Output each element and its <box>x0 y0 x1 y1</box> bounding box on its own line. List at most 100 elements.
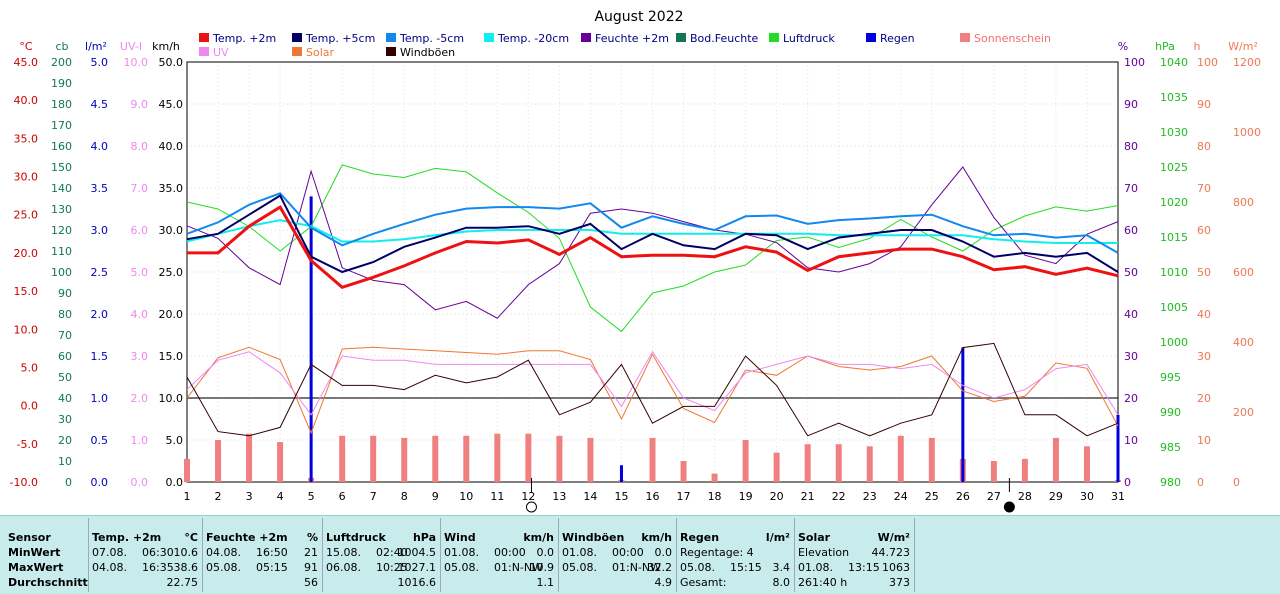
pct-axis-tick: 20 <box>1124 392 1138 405</box>
stats-cell-value: 44.723 <box>871 546 911 559</box>
uvi-axis-tick: 8.0 <box>131 140 149 153</box>
stats-temp-header: Temp. +2m <box>92 531 162 544</box>
cb-axis-tick: 120 <box>51 224 72 237</box>
stats-luftdruck-header-row: Luftdruck hPa <box>326 530 436 545</box>
stats-cell-date: 01.08. <box>798 561 833 574</box>
stats-cell-value: 1027.1 <box>397 561 437 574</box>
temp-axis-tick: 45.0 <box>14 56 39 69</box>
uvi-unit-label: UV-I <box>120 40 142 53</box>
day-tick-label: 17 <box>677 490 691 503</box>
sunshine-bar <box>835 444 842 482</box>
stats-luftdruck-header: Luftdruck <box>326 531 386 544</box>
stats-solar-panel: Solar W/m² Elevation 44.723 01.08. 13:15 1063 2… <box>794 518 915 592</box>
legend-label: UV <box>213 46 229 59</box>
stats-cell-value: 1004.5 <box>397 546 437 559</box>
day-tick-label: 11 <box>490 490 504 503</box>
pct-axis-tick: 60 <box>1124 224 1138 237</box>
hpa-axis-tick: 1035 <box>1160 91 1188 104</box>
stats-cell-value: 8.0 <box>772 576 791 589</box>
rain-bar <box>1116 414 1120 482</box>
legend-label: Temp. -5cm <box>399 32 464 45</box>
stats-temp-unit: °C <box>184 531 198 544</box>
stats-wind-row: 1.1 <box>444 575 555 590</box>
temp-axis-tick: 0.0 <box>21 400 39 413</box>
stats-cell-value: 32.2 <box>647 561 673 574</box>
stats-feuchte-header: Feuchte +2m <box>206 531 288 544</box>
temp-axis-tick: 15.0 <box>14 285 39 298</box>
day-tick-label: 5 <box>308 490 315 503</box>
cb-unit-label: cb <box>55 40 68 53</box>
rain-bar <box>961 347 965 482</box>
stats-regen-panel: Regen l/m² Regentage: 4 05.08. 15:15 3.4 Gesam… <box>676 518 795 592</box>
temp-axis-tick: -10.0 <box>10 476 38 489</box>
stats-cell-value: 4.9 <box>654 576 673 589</box>
rain-axis-tick: 3.5 <box>91 182 109 195</box>
cb-axis-tick: 30 <box>58 413 72 426</box>
stats-temp-header-row: Temp. +2m °C <box>92 530 198 545</box>
pct-axis-tick: 100 <box>1124 56 1145 69</box>
rain-axis-tick: 2.5 <box>91 266 109 279</box>
wm2-axis-tick: 800 <box>1233 196 1254 209</box>
stats-feuchte-row: 05.08. 05:15 91 <box>206 560 318 575</box>
stats-solar-unit: W/m² <box>877 531 910 544</box>
hpa-axis-tick: 1025 <box>1160 161 1188 174</box>
day-tick-label: 19 <box>739 490 753 503</box>
cb-axis-tick: 80 <box>58 308 72 321</box>
day-tick-label: 12 <box>521 490 535 503</box>
pressure-line <box>186 164 1119 333</box>
hpa-unit-label: hPa <box>1155 40 1175 53</box>
stats-wind-row: 05.08. 01:N-NW 10.9 <box>444 560 554 575</box>
sunshine-bar <box>773 452 780 482</box>
uvi-axis-tick: 5.0 <box>131 266 149 279</box>
legend-swatch <box>292 33 302 42</box>
kmh-axis-tick: 15.0 <box>159 350 184 363</box>
h-axis-tick: 70 <box>1197 182 1211 195</box>
stats-regen-header: Regen <box>680 531 720 544</box>
day-tick-label: 7 <box>370 490 377 503</box>
stats-feuchte-row: 04.08. 16:50 21 <box>206 545 318 560</box>
stats-cell-time: 10:25 <box>376 561 408 574</box>
stats-wind-header-row: Wind km/h <box>444 530 554 545</box>
stats-windboeen-unit: km/h <box>641 531 672 544</box>
kmh-axis-tick: 40.0 <box>159 140 184 153</box>
sunshine-bar <box>525 433 532 482</box>
stats-cell-value: 22.75 <box>166 576 199 589</box>
sunshine-bar <box>463 435 470 482</box>
hpa-axis-tick: 1040 <box>1160 56 1188 69</box>
legend-swatch <box>484 33 494 42</box>
stats-cell-value: 91 <box>304 561 318 574</box>
stats-cell-value: 0.0 <box>536 546 555 559</box>
day-tick-label: 3 <box>246 490 253 503</box>
pct-unit-label: % <box>1118 40 1128 53</box>
uvi-axis-tick: 1.0 <box>131 434 149 447</box>
cb-axis-tick: 180 <box>51 98 72 111</box>
stats-temp-row: 07.08. 06:30 10.6 <box>92 545 198 560</box>
stats-solar-row: Elevation 44.723 <box>798 545 910 560</box>
pct-axis-tick: 80 <box>1124 140 1138 153</box>
uvi-axis-tick: 6.0 <box>131 224 149 237</box>
pct-axis-tick: 90 <box>1124 98 1138 111</box>
sunshine-bar <box>587 437 594 482</box>
statistics-table: Sensor MinWert MaxWert Durchschnitt Temp… <box>0 515 1280 594</box>
sunshine-bar <box>401 437 408 482</box>
rain-axis-tick: 3.0 <box>91 224 109 237</box>
stats-regen-row: 05.08. 15:15 3.4 <box>680 560 790 575</box>
stats-cell-date: 01.08. <box>562 546 597 559</box>
uvi-axis-tick: 0.0 <box>131 476 149 489</box>
h-axis-tick: 50 <box>1197 266 1211 279</box>
stats-cell-time: 13:15 <box>848 561 880 574</box>
stats-sensor-header: Sensor <box>8 531 51 544</box>
pct-axis-tick: 0 <box>1124 476 1131 489</box>
sunshine-bar <box>990 461 997 482</box>
temp-axis-tick: 10.0 <box>14 323 39 336</box>
legend-label: Luftdruck <box>783 32 835 45</box>
stats-luftdruck-row: 15.08. 02:40 1004.5 <box>326 545 436 560</box>
stats-wind-row: 01.08. 00:00 0.0 <box>444 545 554 560</box>
temp-2m-line <box>187 205 1119 289</box>
day-tick-label: 18 <box>708 490 722 503</box>
sunshine-bar <box>277 442 284 482</box>
h-axis-tick: 60 <box>1197 224 1211 237</box>
rain-axis-tick: 2.0 <box>91 308 109 321</box>
cb-axis-tick: 160 <box>51 140 72 153</box>
sunshine-bar <box>804 444 811 482</box>
